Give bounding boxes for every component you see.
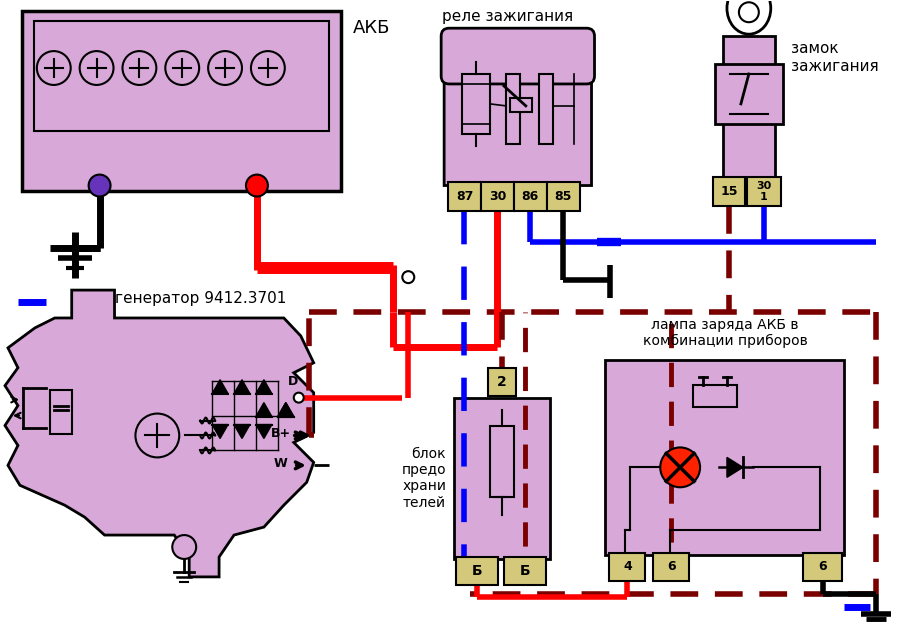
- Text: Б: Б: [519, 564, 530, 578]
- Bar: [490, 426, 514, 497]
- Text: 87: 87: [456, 190, 473, 203]
- Bar: [514, 182, 546, 212]
- Text: 15: 15: [720, 185, 738, 198]
- Bar: [456, 557, 498, 585]
- Bar: [653, 553, 689, 581]
- Text: 2: 2: [497, 374, 507, 389]
- Text: 86: 86: [522, 190, 539, 203]
- Text: лампа заряда АКБ в
комбинации приборов: лампа заряда АКБ в комбинации приборов: [643, 318, 807, 348]
- Circle shape: [37, 51, 71, 85]
- Bar: [454, 397, 550, 559]
- FancyBboxPatch shape: [441, 28, 595, 84]
- Polygon shape: [256, 380, 272, 394]
- Bar: [488, 368, 516, 396]
- Bar: [715, 64, 783, 124]
- Bar: [723, 36, 775, 180]
- Text: D: D: [288, 374, 298, 388]
- Bar: [444, 56, 591, 81]
- Polygon shape: [234, 424, 250, 439]
- Bar: [747, 177, 780, 207]
- Polygon shape: [278, 402, 293, 417]
- Circle shape: [166, 51, 199, 85]
- Bar: [606, 360, 844, 555]
- Text: генератор 9412.3701: генератор 9412.3701: [114, 291, 286, 306]
- Polygon shape: [212, 380, 228, 394]
- Circle shape: [135, 414, 179, 457]
- Polygon shape: [256, 402, 272, 417]
- Circle shape: [88, 175, 111, 197]
- Text: B+: B+: [271, 427, 291, 440]
- Text: 30
1: 30 1: [756, 181, 771, 202]
- Bar: [504, 557, 545, 585]
- Bar: [448, 182, 481, 212]
- Polygon shape: [727, 457, 742, 477]
- Bar: [539, 74, 553, 144]
- Text: 6: 6: [818, 560, 827, 573]
- Circle shape: [122, 51, 157, 85]
- Bar: [546, 182, 580, 212]
- Bar: [609, 553, 645, 581]
- Text: 6: 6: [667, 560, 676, 573]
- Bar: [34, 21, 328, 131]
- Text: реле зажигания: реле зажигания: [442, 9, 573, 24]
- Circle shape: [80, 51, 113, 85]
- Text: Б: Б: [472, 564, 482, 578]
- Bar: [462, 74, 490, 134]
- Bar: [510, 98, 532, 112]
- Polygon shape: [234, 380, 250, 394]
- Ellipse shape: [727, 0, 770, 34]
- Circle shape: [251, 51, 284, 85]
- Text: 85: 85: [554, 190, 572, 203]
- Text: 30: 30: [489, 190, 506, 203]
- Polygon shape: [212, 424, 228, 439]
- Polygon shape: [5, 290, 314, 577]
- Polygon shape: [278, 402, 293, 417]
- Text: АКБ: АКБ: [353, 19, 390, 37]
- Bar: [506, 74, 520, 144]
- Circle shape: [402, 271, 414, 283]
- Text: W: W: [274, 457, 288, 470]
- Circle shape: [246, 175, 268, 197]
- FancyBboxPatch shape: [444, 56, 591, 185]
- Text: замок
зажигания: замок зажигания: [791, 41, 878, 74]
- Bar: [481, 182, 514, 212]
- Bar: [713, 177, 745, 207]
- Circle shape: [739, 2, 759, 22]
- Bar: [693, 384, 737, 407]
- Circle shape: [293, 392, 303, 402]
- Text: 4: 4: [623, 560, 632, 573]
- Text: блок
предо
храни
телей: блок предо храни телей: [401, 447, 446, 510]
- Circle shape: [661, 447, 700, 487]
- Bar: [50, 389, 72, 434]
- Circle shape: [172, 535, 196, 559]
- Circle shape: [208, 51, 242, 85]
- Bar: [803, 553, 842, 581]
- Bar: [22, 11, 340, 190]
- Polygon shape: [256, 424, 272, 439]
